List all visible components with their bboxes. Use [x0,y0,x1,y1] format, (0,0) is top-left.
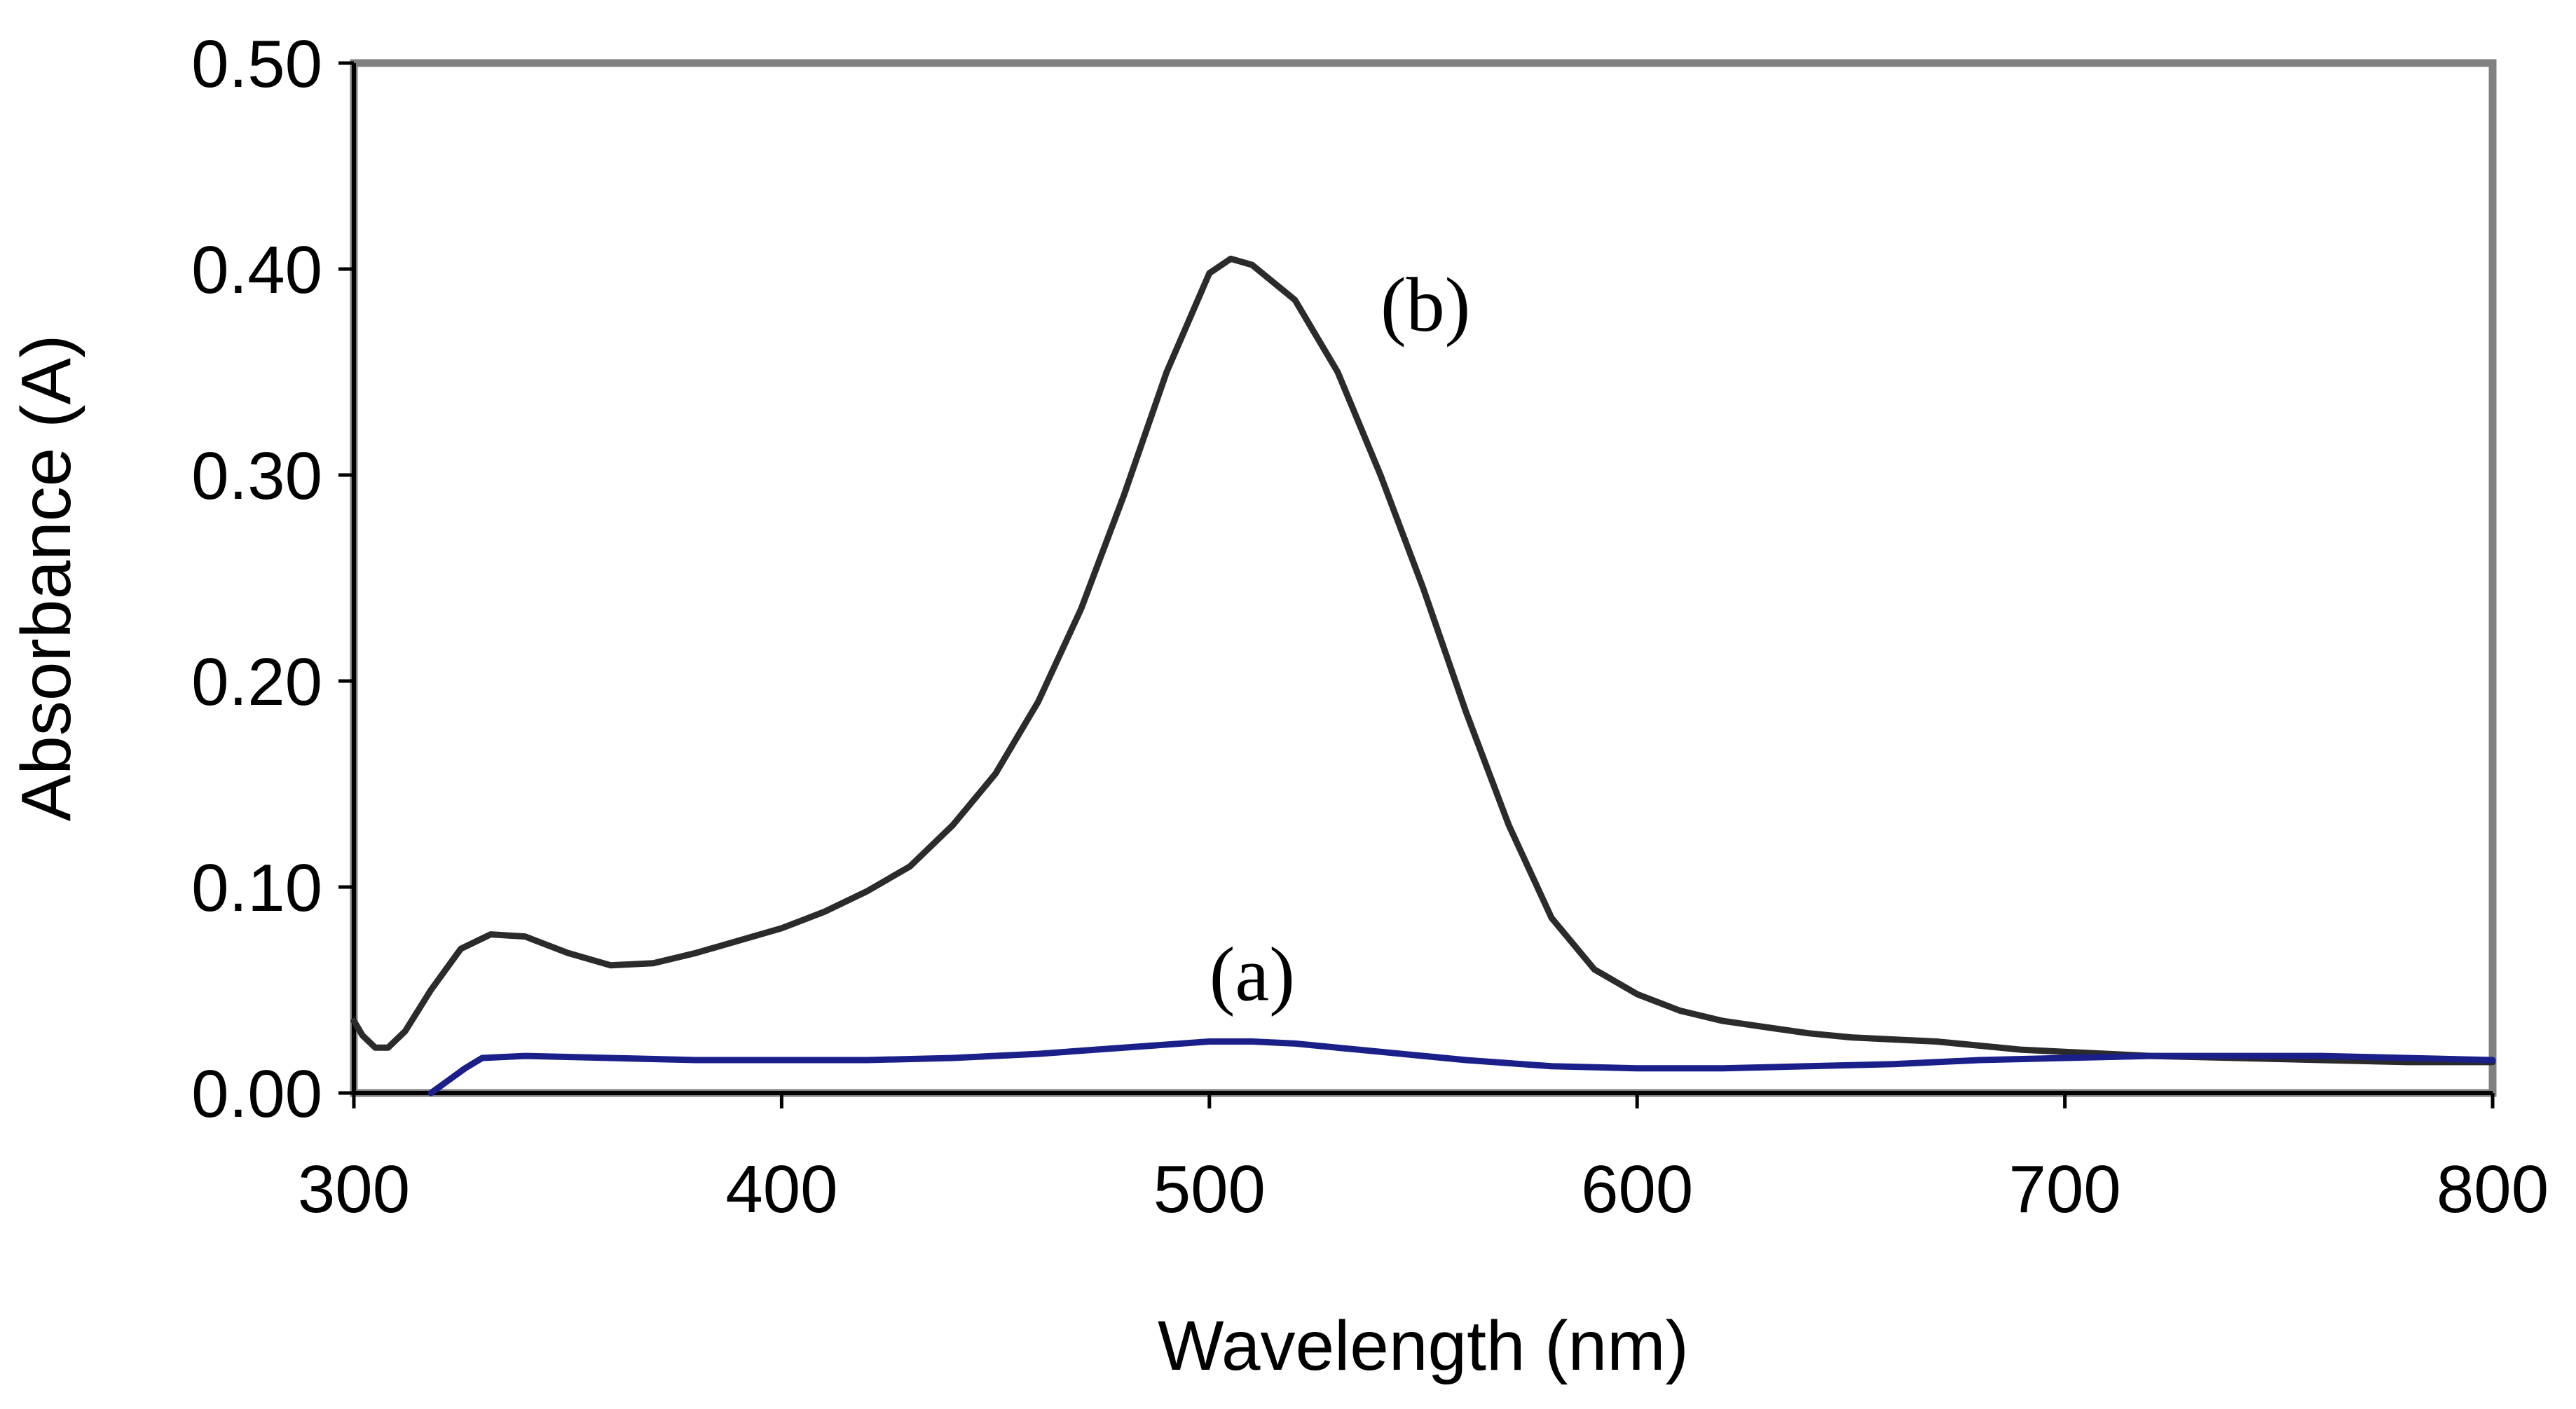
y-axis-ticks: 0.00 0.10 0.20 0.30 0.40 0.50 [191,27,354,1132]
series-layer: (b) (a) [350,255,2496,1097]
series-line-a [427,1038,2496,1097]
y-tick-label: 0.30 [191,439,322,514]
x-tick-label: 400 [725,1152,837,1227]
x-tick-label: 800 [2437,1152,2549,1227]
y-tick-label: 0.10 [191,851,322,926]
x-axis-ticks: 300 400 500 600 700 800 [298,1093,2549,1227]
x-tick-label: 500 [1153,1152,1266,1227]
plot-area [350,59,2497,1097]
y-tick-label: 0.40 [191,233,322,308]
y-tick-label: 0.50 [191,27,322,102]
x-axis-title: Wavelength (nm) [1158,1307,1689,1385]
x-tick-label: 300 [298,1152,410,1227]
y-tick-label: 0.20 [191,645,322,720]
series-label-a: (a) [1210,932,1295,1017]
y-tick-label: 0.00 [191,1057,322,1132]
x-tick-label: 700 [2009,1152,2121,1227]
series-line-b [350,255,2496,1066]
x-tick-label: 600 [1581,1152,1693,1227]
series-label-b: (b) [1381,262,1470,348]
y-axis-title: Absorbance (A) [7,335,85,822]
